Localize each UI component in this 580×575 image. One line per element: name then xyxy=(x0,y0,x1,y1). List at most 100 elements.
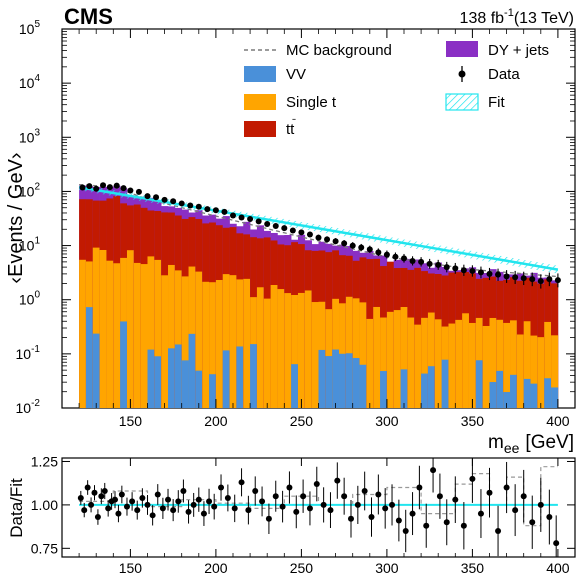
legend-single-t-swatch xyxy=(244,94,276,110)
y-tick-label: 100 xyxy=(19,290,41,308)
stack-bar-vv xyxy=(85,307,94,408)
stack-bar-vv xyxy=(325,356,333,408)
stack-bar-singlet xyxy=(168,264,176,408)
stack-bar-vv xyxy=(503,392,511,408)
stack-bar-vv xyxy=(250,344,258,408)
y-tick-exponent: 0 xyxy=(34,290,40,301)
ratio-point xyxy=(94,514,101,521)
data-point xyxy=(93,185,100,192)
data-point xyxy=(204,206,211,213)
data-point xyxy=(383,251,390,258)
ratio-point xyxy=(195,496,202,503)
stack-bar-singlet xyxy=(181,276,189,408)
stack-bar-singlet xyxy=(99,249,107,408)
data-point xyxy=(409,257,416,264)
x-tick-label: 150 xyxy=(119,413,143,429)
legend-data-label: Data xyxy=(488,66,520,83)
legend-tt-label: tt̄ xyxy=(286,118,296,138)
data-point xyxy=(230,212,236,219)
stack-bar-vv xyxy=(291,364,299,408)
ratio-point xyxy=(354,501,361,508)
y-tick-base: 10 xyxy=(19,75,35,91)
ratio-point xyxy=(313,481,320,488)
y-tick-label: 101 xyxy=(19,236,41,254)
stack-bar-singlet xyxy=(209,282,217,408)
ratio-y-tick-label: 1.00 xyxy=(31,497,58,513)
y-tick-exponent: -1 xyxy=(31,344,40,355)
data-point xyxy=(281,225,288,232)
data-point xyxy=(443,264,450,271)
stack-bar-vv xyxy=(222,350,230,408)
y-tick-label: 104 xyxy=(19,73,41,91)
ratio-point xyxy=(409,510,416,517)
ratio-point xyxy=(259,498,266,505)
ratio-point xyxy=(460,522,467,529)
y-tick-base: 10 xyxy=(19,183,35,199)
ratio-point xyxy=(341,493,348,500)
data-point xyxy=(486,270,493,277)
ratio-point xyxy=(245,507,252,514)
ratio-point xyxy=(118,491,125,498)
ratio-point xyxy=(553,540,560,547)
stack-bar-singlet xyxy=(126,250,135,408)
stack-bar-singlet xyxy=(544,321,552,408)
fit-line xyxy=(78,185,559,271)
stack-bar-vv xyxy=(154,356,162,408)
y-tick-base: 10 xyxy=(19,238,35,254)
y-tick-exponent: 3 xyxy=(34,127,40,138)
legend-tt-swatch xyxy=(244,121,276,137)
ratio-point xyxy=(327,507,334,514)
data-point xyxy=(135,188,142,195)
lumi-value: 138 fb xyxy=(460,10,505,27)
stack-bar-vv xyxy=(400,369,408,408)
stack-bar-singlet xyxy=(154,259,162,408)
stack-bar-singlet xyxy=(516,334,524,408)
stack-bar-singlet xyxy=(510,320,518,408)
legend-vv-label: VV xyxy=(286,66,306,83)
ratio-point xyxy=(512,507,519,514)
x-tick-label: 400 xyxy=(546,413,570,429)
ratio-x-tick-label: 250 xyxy=(290,560,314,575)
ratio-point xyxy=(389,501,396,508)
stack-bar-singlet xyxy=(256,287,265,408)
stack-bar-singlet xyxy=(277,289,285,408)
stack-bar-vv xyxy=(168,348,176,408)
stack-bar-vv xyxy=(380,371,388,408)
y-tick-base: 10 xyxy=(19,292,35,308)
stack-bar-singlet xyxy=(400,307,408,408)
stack-bar-singlet xyxy=(366,318,374,408)
ratio-point xyxy=(144,501,151,508)
stack-bar-singlet xyxy=(311,302,319,408)
stack-bar-vv xyxy=(523,378,531,408)
legend-mc-label: MC background xyxy=(286,42,392,59)
ratio-x-tick-label: 350 xyxy=(461,560,485,575)
stack-bar-singlet xyxy=(140,264,148,408)
data-point xyxy=(537,278,544,285)
ratio-point xyxy=(170,507,177,514)
y-tick-label: 102 xyxy=(19,181,41,199)
stack-bar-singlet xyxy=(229,275,237,408)
stack-bar-vv xyxy=(195,370,203,408)
ratio-point xyxy=(546,514,553,521)
ratio-point xyxy=(91,489,98,496)
lumi-energy: (13 TeV) xyxy=(514,10,574,27)
legend-fit-label: Fit xyxy=(488,94,505,111)
data-point xyxy=(238,214,245,221)
ratio-point xyxy=(272,493,279,500)
data-point xyxy=(264,221,271,228)
ratio-point xyxy=(190,501,197,508)
ratio-point xyxy=(81,507,88,514)
ratio-y-axis-ticks: 0.75 1.00 1.25 xyxy=(31,453,575,556)
stack-bar-vv xyxy=(551,387,559,408)
x-tick-label: 350 xyxy=(461,413,485,429)
stack-bar-vv xyxy=(352,357,360,408)
ratio-x-tick-label: 200 xyxy=(204,560,228,575)
legend-single-t-label: Single t xyxy=(286,94,337,111)
stack-bar-vv xyxy=(345,353,353,408)
stack-bar-singlet xyxy=(174,270,182,408)
data-point xyxy=(153,194,160,201)
data-point xyxy=(349,242,356,249)
ratio-point xyxy=(265,515,272,522)
ratio-x-tick-label: 150 xyxy=(119,560,143,575)
y-tick-label: 10-2 xyxy=(16,398,41,416)
